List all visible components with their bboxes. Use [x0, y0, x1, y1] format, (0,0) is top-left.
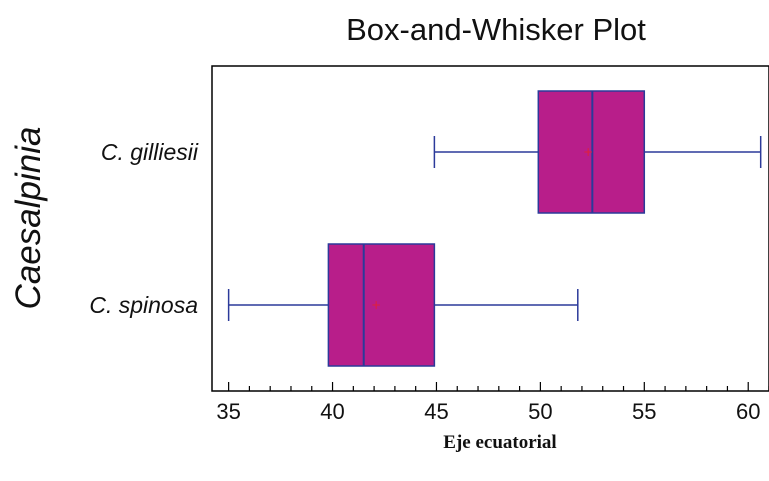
plot-frame [211, 65, 769, 392]
x-tick-label: 50 [528, 399, 552, 424]
mean-marker: + [583, 145, 593, 159]
y-axis-label: Caesalpinia [9, 127, 48, 310]
iqr-box [537, 90, 646, 214]
category-labels: C. gilliesii C. spinosa [89, 139, 199, 318]
x-axis-label: Eje ecuatorial [443, 432, 556, 453]
chart-title: Box-and-Whisker Plot [346, 12, 646, 47]
x-tick-label: 35 [216, 399, 240, 424]
x-tick-label: 45 [424, 399, 448, 424]
plot-area [211, 65, 769, 392]
category-label: C. spinosa [89, 292, 198, 318]
x-axis: 35 40 45 50 55 60 [216, 382, 769, 424]
x-tick-label: 40 [320, 399, 344, 424]
x-tick-label: 60 [736, 399, 760, 424]
box-gilliesii: + [433, 90, 762, 214]
mean-marker: + [371, 298, 381, 312]
iqr-box [327, 243, 436, 367]
x-tick-label: 55 [632, 399, 656, 424]
box-spinosa: + [227, 243, 579, 367]
category-label: C. gilliesii [101, 139, 199, 165]
box-group: ++ [227, 90, 762, 367]
